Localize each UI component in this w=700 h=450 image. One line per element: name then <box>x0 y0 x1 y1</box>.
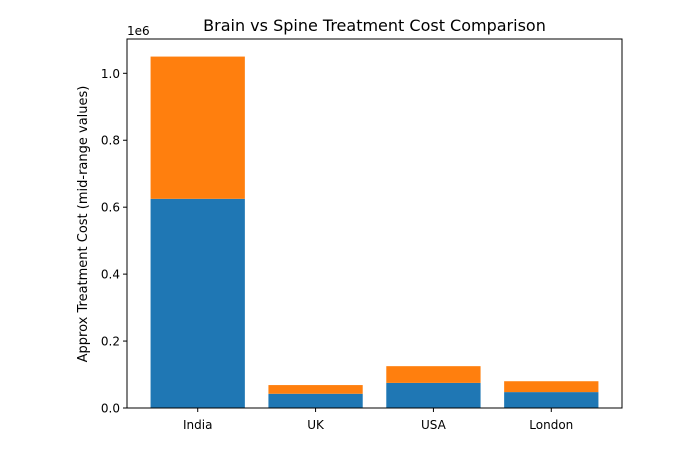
plot-frame <box>126 38 623 409</box>
y-offset-label: 1e6 <box>127 24 150 38</box>
y-tick-label: 0.2 <box>101 335 120 349</box>
bar-uk-series-2 <box>268 385 363 394</box>
x-tick-label: UK <box>307 418 325 432</box>
x-tick-label: USA <box>421 418 447 432</box>
y-axis-label: Approx Treatment Cost (mid-range values) <box>76 86 91 363</box>
y-tick-label: 1.0 <box>101 67 120 81</box>
bar-london-series-2 <box>504 381 599 393</box>
bar-usa-series-1 <box>386 382 481 408</box>
bar-usa-series-2 <box>386 366 481 383</box>
y-tick-label: 0.8 <box>101 134 120 148</box>
y-tick-label: 0.0 <box>101 402 120 416</box>
chart-title: Brain vs Spine Treatment Cost Comparison <box>203 16 546 35</box>
x-tick-label: London <box>529 418 573 432</box>
bar-india-series-1 <box>150 198 245 408</box>
bar-uk-series-1 <box>268 393 363 408</box>
y-tick-label: 0.4 <box>101 268 120 282</box>
x-tick-label: India <box>183 418 212 432</box>
bar-london-series-1 <box>504 392 599 408</box>
y-tick-label: 0.6 <box>101 201 120 215</box>
bar-india-series-2 <box>150 56 245 199</box>
